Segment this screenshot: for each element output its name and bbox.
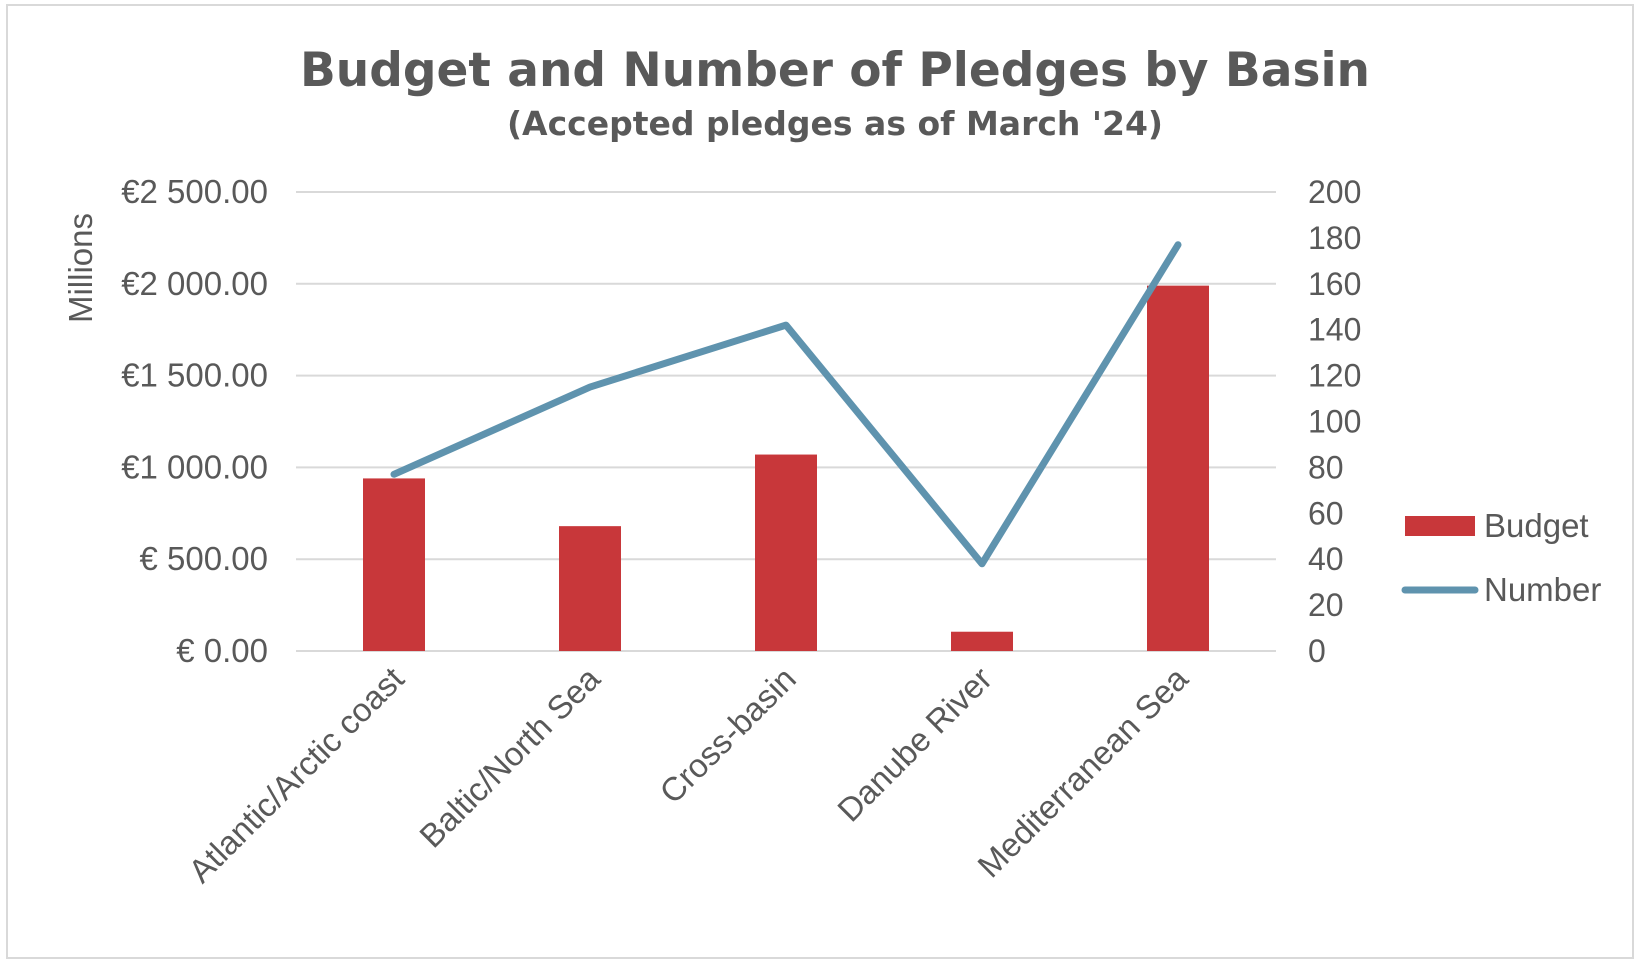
budget-bars: [363, 285, 1209, 651]
y-right-tick-label: 0: [1308, 633, 1326, 669]
x-tick-label: Baltic/North Sea: [412, 659, 607, 854]
y-left-tick-label: €2 500.00: [121, 173, 268, 210]
chart-subtitle: (Accepted pledges as of March '24): [507, 104, 1163, 143]
y-right-tick-label: 160: [1308, 266, 1361, 302]
chart-frame: [6, 4, 1634, 959]
y-right-tick-label: 80: [1308, 449, 1344, 485]
x-tick-label: Mediterranean Sea: [970, 659, 1195, 884]
number-line-series: [390, 241, 1182, 568]
gridlines: [296, 191, 1276, 652]
bar-cross-basin: [755, 454, 817, 651]
y-right-tick-label: 60: [1308, 495, 1344, 531]
legend-budget-label: Budget: [1484, 507, 1589, 544]
y-axis-left-label: Millions: [62, 213, 99, 323]
legend-number-label: Number: [1484, 571, 1601, 608]
y-left-tick-label: €1 500.00: [121, 357, 268, 394]
legend-budget-swatch: [1405, 516, 1475, 536]
y-left-tick-label: €1 000.00: [121, 448, 268, 485]
y-right-tick-label: 180: [1308, 220, 1361, 256]
legend: Budget Number: [1401, 507, 1601, 608]
y-axis-right-ticks: 0 20 40 60 80 100 120 140 160 180 200: [1308, 174, 1361, 669]
x-axis-ticks: Atlantic/Arctic coast Baltic/North Sea Cro…: [181, 659, 1195, 889]
bar-atlantic-arctic-coast: [363, 478, 425, 651]
y-right-tick-label: 200: [1308, 174, 1361, 210]
y-left-tick-label: € 500.00: [140, 540, 268, 577]
bar-danube-river: [951, 631, 1013, 651]
y-left-tick-label: € 0.00: [176, 632, 268, 669]
bar-mediterranean-sea: [1147, 285, 1209, 651]
chart-title: Budget and Number of Pledges by Basin: [300, 43, 1370, 98]
y-right-tick-label: 120: [1308, 358, 1361, 394]
x-tick-label: Cross-basin: [652, 660, 803, 811]
x-tick-label: Danube River: [830, 660, 999, 829]
y-axis-left-ticks: € 0.00 € 500.00 €1 000.00 €1 500.00 €2 000.0…: [121, 173, 268, 669]
y-left-tick-label: €2 000.00: [121, 265, 268, 302]
y-right-tick-label: 140: [1308, 312, 1361, 348]
y-right-tick-label: 100: [1308, 404, 1361, 440]
y-right-tick-label: 40: [1308, 541, 1344, 577]
bar-baltic-north-sea: [559, 526, 621, 651]
x-tick-label: Atlantic/Arctic coast: [181, 660, 411, 890]
y-right-tick-label: 20: [1308, 587, 1344, 623]
